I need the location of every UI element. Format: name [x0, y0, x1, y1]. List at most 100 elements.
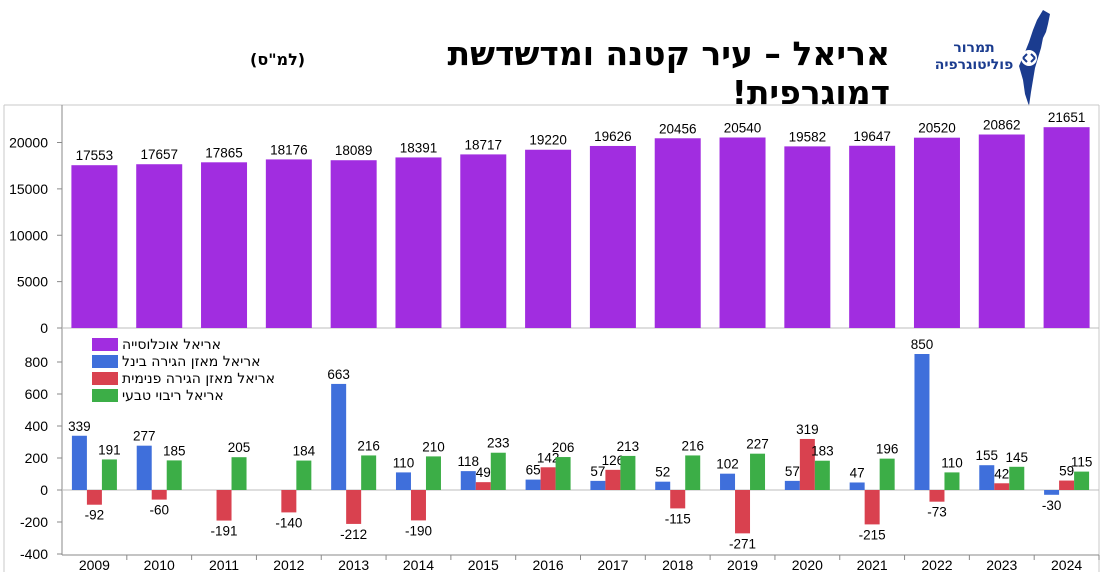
population-data-label: 20456 [659, 121, 697, 136]
internal-migration-data-label: -60 [149, 503, 169, 518]
intl-migration-data-label: 47 [850, 465, 865, 480]
legend-swatch-population [92, 338, 118, 351]
x-tick-label: 2021 [857, 557, 888, 573]
natural-growth-bar [879, 458, 895, 490]
internal-migration-data-label: -140 [275, 515, 302, 530]
intl-migration-data-label: 57 [785, 464, 800, 479]
x-tick-label: 2016 [533, 557, 564, 573]
y-tick-label: 0 [40, 482, 48, 498]
intl-migration-data-label: 65 [526, 463, 541, 478]
x-tick-label: 2009 [79, 557, 110, 573]
population-data-label: 19582 [789, 129, 827, 144]
natural-growth-data-label: 110 [941, 455, 963, 470]
intl-migration-data-label: 110 [393, 455, 415, 470]
natural-growth-data-label: 115 [1071, 455, 1093, 470]
intl-migration-bar [849, 482, 865, 490]
natural-growth-data-label: 227 [746, 437, 769, 452]
natural-growth-data-label: 213 [617, 439, 640, 454]
intl-migration-data-label: 277 [133, 429, 156, 444]
internal-migration-bar [864, 490, 880, 525]
natural-growth-bar [231, 457, 247, 490]
legend-label-intl-migration: אריאל מאזן הגירה בינל [122, 354, 260, 370]
natural-growth-data-label: 145 [1006, 450, 1029, 465]
internal-migration-bar [929, 490, 945, 502]
natural-growth-bar [166, 460, 182, 490]
internal-migration-data-label: -115 [665, 511, 691, 526]
x-tick-label: 2017 [597, 557, 628, 573]
legend-swatch-internal-migration [92, 372, 118, 385]
legend-swatch-intl-migration [92, 355, 118, 368]
intl-migration-data-label: 850 [911, 337, 934, 352]
intl-migration-data-label: -30 [1042, 498, 1062, 513]
population-data-label: 19626 [594, 129, 632, 144]
intl-migration-bar [1044, 490, 1060, 495]
natural-growth-data-label: 196 [876, 442, 899, 457]
internal-migration-data-label: 126 [602, 453, 625, 468]
internal-migration-bar [151, 490, 167, 500]
internal-migration-data-label: 59 [1059, 464, 1074, 479]
internal-migration-data-label: 319 [796, 422, 819, 437]
x-tick-label: 2022 [921, 557, 952, 573]
internal-migration-data-label: -271 [729, 536, 756, 551]
y-tick-label: 800 [25, 354, 49, 370]
population-bar [201, 162, 248, 328]
natural-growth-data-label: 216 [681, 438, 704, 453]
y-tick-label: 200 [25, 450, 49, 466]
population-data-label: 19647 [853, 129, 891, 144]
natural-growth-data-label: 205 [228, 440, 251, 455]
natural-growth-bar [814, 460, 830, 490]
y-tick-label: 600 [25, 386, 49, 402]
population-bar [395, 157, 442, 328]
natural-growth-data-label: 185 [163, 443, 186, 458]
natural-growth-bar [101, 459, 117, 490]
population-bar [849, 145, 896, 328]
y-tick-label: 20000 [9, 135, 48, 151]
x-tick-label: 2015 [468, 557, 499, 573]
population-bar [589, 145, 636, 328]
intl-migration-bar [590, 480, 606, 490]
x-tick-label: 2013 [338, 557, 369, 573]
population-bar [265, 159, 312, 328]
population-data-label: 20520 [918, 121, 956, 136]
population-data-label: 21651 [1048, 110, 1086, 125]
natural-growth-bar [620, 455, 636, 490]
population-data-label: 17553 [76, 148, 114, 163]
natural-growth-data-label: 184 [293, 444, 316, 459]
population-bar [913, 137, 960, 328]
internal-migration-bar [410, 490, 426, 521]
y-tick-label: 0 [40, 320, 48, 336]
internal-migration-bar [799, 438, 815, 490]
intl-migration-bar [979, 465, 995, 490]
natural-growth-bar [1009, 466, 1025, 490]
intl-migration-bar [136, 445, 152, 490]
intl-migration-data-label: 663 [327, 367, 350, 382]
intl-migration-data-label: 155 [976, 448, 999, 463]
logo-line1: תמרור [953, 40, 995, 56]
internal-migration-data-label: 42 [994, 466, 1009, 481]
internal-migration-bar [346, 490, 362, 524]
internal-migration-bar [735, 490, 751, 534]
population-data-label: 17865 [205, 145, 243, 160]
x-tick-label: 2010 [144, 557, 175, 573]
legend-label-internal-migration: אריאל מאזן הגירה פנימית [122, 371, 275, 387]
y-tick-label: -200 [20, 514, 48, 530]
population-bar [654, 138, 701, 328]
natural-growth-data-label: 210 [422, 439, 445, 454]
intl-migration-data-label: 118 [458, 454, 480, 469]
population-data-label: 19220 [529, 133, 567, 148]
intl-migration-data-label: 102 [716, 457, 739, 472]
israel-map-logo-icon [1019, 10, 1050, 106]
x-tick-label: 2014 [403, 557, 434, 573]
natural-growth-bar [425, 456, 441, 490]
population-data-label: 20540 [724, 120, 762, 135]
population-bar [71, 165, 118, 328]
internal-migration-bar [670, 490, 686, 509]
y-tick-label: 15000 [9, 181, 48, 197]
internal-migration-bar [281, 490, 297, 513]
legend-label-population: אריאל אוכלוסייה [122, 337, 221, 353]
population-bar [784, 146, 831, 328]
x-tick-label: 2012 [273, 557, 304, 573]
y-tick-label: 10000 [9, 227, 48, 243]
natural-growth-bar [685, 455, 701, 490]
